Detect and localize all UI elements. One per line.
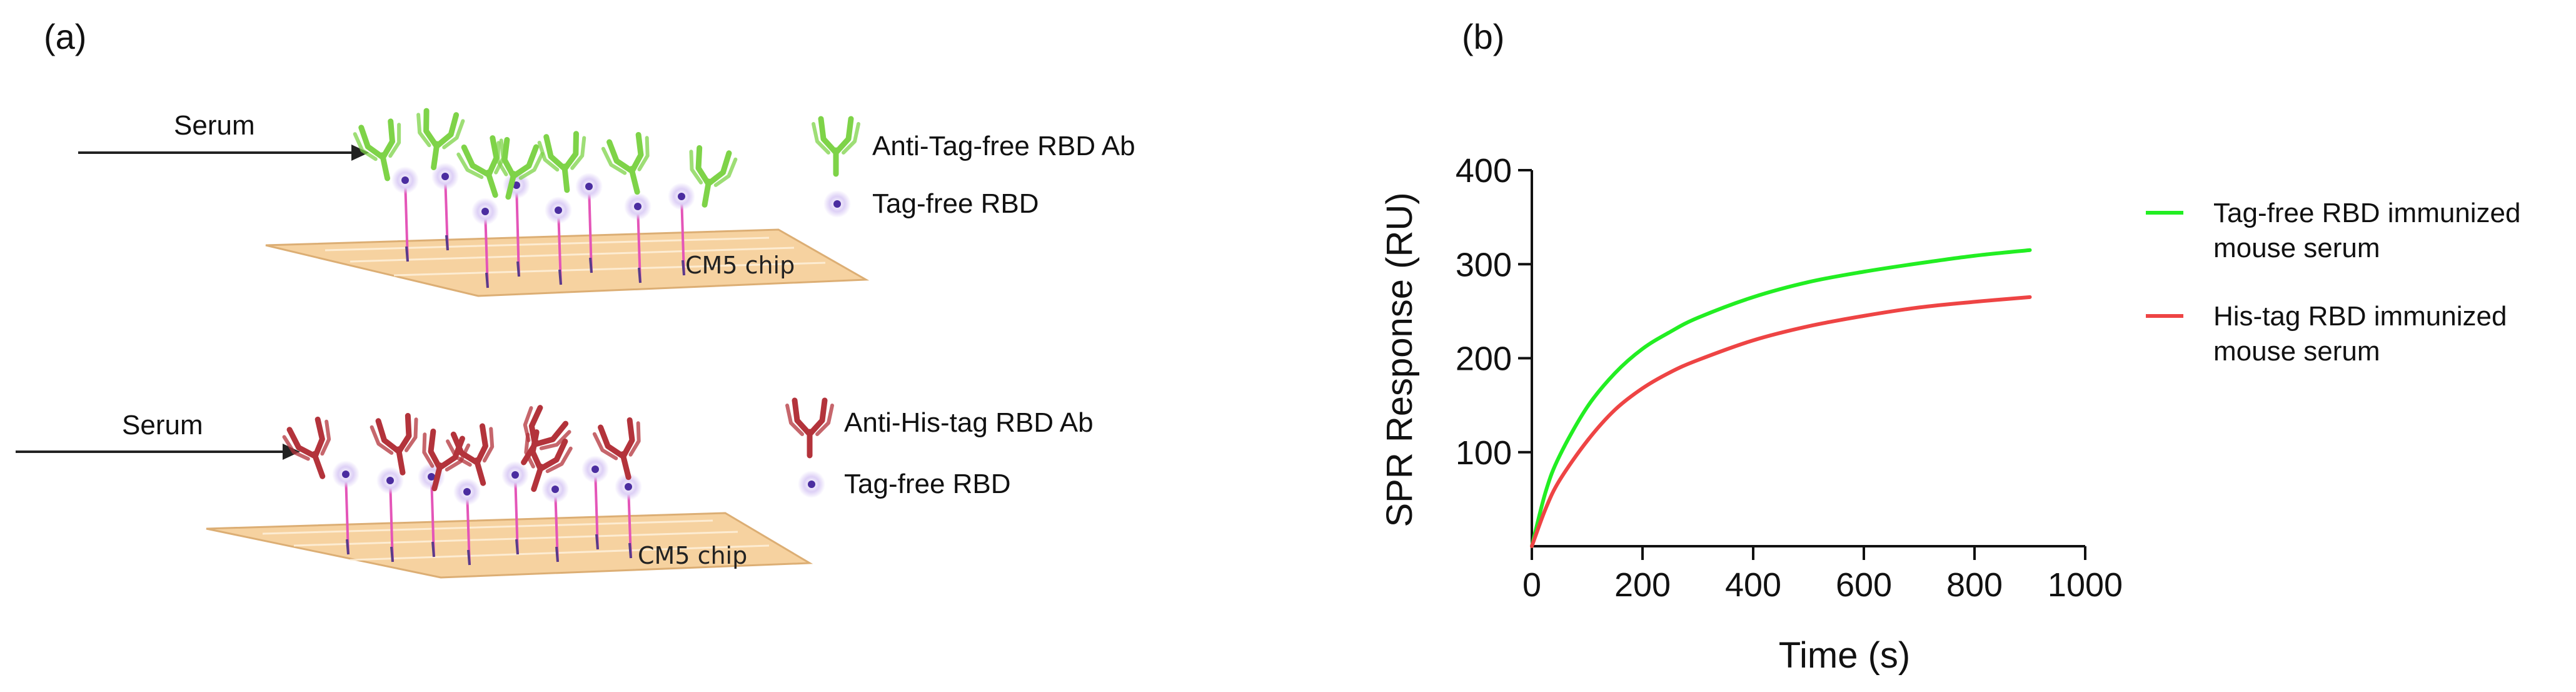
series-line-his-tag [1530, 295, 2032, 548]
bottom-chip-label: CM5 chip [638, 542, 747, 569]
y-axis-title: SPR Response (RU) [1379, 192, 1420, 527]
top-legend-rbd: Tag-free RBD [872, 188, 1039, 219]
y-tick-label: 100 [1456, 434, 1512, 472]
x-axis-title: Time (s) [1779, 635, 1910, 676]
top-tether-anchor [682, 260, 685, 276]
legend-label-tag-free: mouse serum [2213, 233, 2380, 263]
bottom-rbd-core [591, 466, 599, 473]
top-rbd-core [634, 203, 641, 210]
top-chip-label: CM5 chip [685, 252, 795, 279]
top-tether [515, 185, 520, 277]
top-tether-anchor [405, 246, 409, 262]
y-ticks: 100 200 300 400 [1456, 152, 1532, 472]
bottom-legend-rbd: Tag-free RBD [844, 469, 1011, 499]
bottom-rbd-core [625, 483, 632, 491]
bottom-legend: Anti-His-tag RBD Ab Tag-free RBD [787, 400, 1094, 499]
bottom-tether-anchor [628, 542, 632, 559]
top-antibody [602, 133, 659, 198]
bottom-rbd-core [386, 477, 394, 484]
top-rbd-core [481, 208, 489, 215]
bottom-rbd-core [463, 488, 471, 496]
bottom-cm5-chip [206, 512, 813, 579]
top-tether-anchor [638, 267, 641, 283]
bottom-rbd-core [428, 473, 435, 481]
top-cm5-chip [265, 228, 870, 297]
legend-red-antibody-icon [787, 400, 832, 455]
chart-legend: Tag-free RBD immunized mouse serum His-tag… [2146, 198, 2521, 367]
bottom-tether-anchor [431, 541, 435, 557]
y-tick-label: 200 [1456, 340, 1512, 378]
bottom-tether-anchor [390, 546, 394, 562]
x-tick-label: 200 [1614, 566, 1671, 604]
top-rbd-core [441, 173, 449, 180]
x-tick-label: 0 [1522, 566, 1541, 604]
series-lines [1530, 248, 2032, 548]
x-tick-label: 600 [1836, 566, 1892, 604]
bottom-serum-arrow [16, 444, 300, 460]
top-tether-anchor [445, 235, 449, 251]
panel-b-label: (b) [1462, 17, 1504, 56]
top-legend: Anti-Tag-free RBD Ab Tag-free RBD [813, 119, 1135, 219]
top-legend-antibody: Anti-Tag-free RBD Ab [872, 131, 1135, 161]
top-rbd-core [401, 176, 409, 184]
bottom-rbd-core [342, 471, 350, 478]
x-tick-label: 800 [1946, 566, 2003, 604]
top-tethers [404, 176, 685, 288]
bottom-antibody [446, 424, 505, 489]
legend-label-his-tag: His-tag RBD immunized [2213, 301, 2507, 332]
top-rbd-molecules [391, 163, 695, 225]
top-rbd-core [555, 206, 562, 214]
legend-green-antibody-icon [813, 119, 858, 174]
bottom-rbd-core [551, 486, 559, 493]
x-tick-label: 1000 [2048, 566, 2123, 604]
top-rbd-core [513, 181, 520, 189]
spr-chart: 100 200 300 400 0 200 400 600 800 1000 SPR Respo… [1379, 152, 2521, 676]
bottom-legend-antibody: Anti-His-tag RBD Ab [844, 407, 1094, 438]
bottom-antibody [371, 414, 425, 476]
bottom-tether-anchor [595, 534, 599, 550]
bottom-tether-anchor [467, 549, 471, 566]
top-tether-anchor [589, 257, 593, 273]
y-tick-label: 400 [1456, 152, 1512, 190]
bottom-rbd-molecules [332, 455, 642, 506]
bottom-schematic: Serum CM5 chip Anti-His-tag RBD Ab Tag-f… [16, 400, 1094, 579]
bottom-tether-anchor [346, 539, 350, 555]
top-serum-label: Serum [174, 110, 255, 141]
x-ticks: 0 200 400 600 800 1000 [1522, 546, 2123, 604]
top-tether-anchor [558, 269, 562, 285]
bottom-tether-anchor [555, 546, 559, 562]
bottom-serum-label: Serum [122, 410, 203, 440]
series-line-tag-free [1530, 248, 2032, 548]
legend-label-tag-free: Tag-free RBD immunized [2213, 198, 2521, 228]
top-rbd-core [585, 183, 593, 190]
x-tick-label: 400 [1725, 566, 1781, 604]
top-serum-arrow [78, 145, 369, 161]
top-tether-anchor [485, 272, 489, 288]
bottom-tether-anchor [515, 539, 519, 555]
legend-label-his-tag: mouse serum [2213, 336, 2380, 367]
top-schematic: Serum CM5 chip Anti-Tag-free RBD Ab Tag-… [78, 109, 1135, 297]
top-rbd-core [678, 193, 685, 200]
top-tether-anchor [516, 261, 520, 277]
panel-a-label: (a) [44, 17, 86, 56]
top-antibody [411, 109, 464, 170]
bottom-rbd-core [511, 471, 519, 479]
y-tick-label: 300 [1456, 246, 1512, 283]
